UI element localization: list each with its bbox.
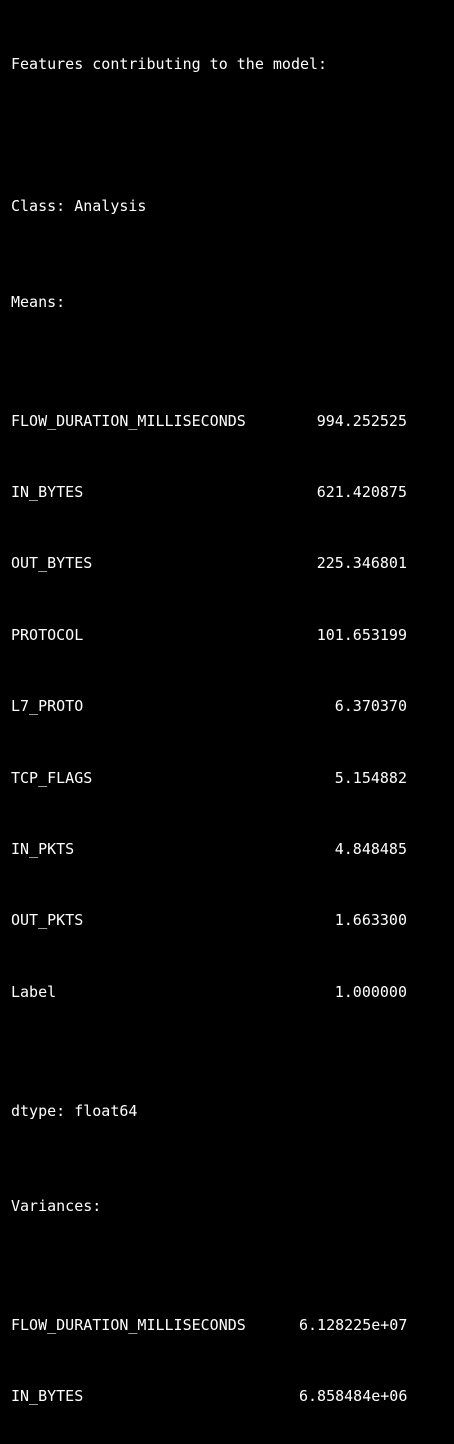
means-table: FLOW_DURATION_MILLISECONDS 994.252525 IN_…: [11, 362, 451, 1052]
table-row: L7_PROTO 6.370370: [11, 695, 451, 719]
table-row: TCP_FLAGS 5.154882: [11, 767, 451, 791]
feature-name: IN_BYTES: [11, 482, 84, 501]
class-line: Class: Analysis: [11, 197, 147, 216]
table-row: Label 1.000000: [11, 981, 451, 1005]
feature-value: 4.848485: [334, 839, 407, 858]
variances-table: FLOW_DURATION_MILLISECONDS 6.128225e+07 I…: [11, 1266, 451, 1444]
feature-value: 1.000000: [334, 982, 407, 1001]
feature-value: 994.252525: [316, 411, 407, 430]
means-dtype: dtype: float64: [11, 1101, 138, 1120]
feature-name: FLOW_DURATION_MILLISECONDS: [11, 411, 246, 430]
feature-value: 5.154882: [334, 768, 407, 787]
feature-name: L7_PROTO: [11, 697, 84, 716]
table-row: IN_BYTES 621.420875: [11, 481, 451, 505]
feature-value: 1.663300: [334, 911, 407, 930]
feature-name: IN_PKTS: [11, 839, 75, 858]
feature-value: 621.420875: [316, 482, 407, 501]
feature-name: OUT_PKTS: [11, 911, 84, 930]
output-header: Features contributing to the model:: [11, 54, 328, 73]
means-title: Means:: [11, 292, 66, 311]
feature-value: 6.128225e+07: [299, 1315, 408, 1334]
table-row: OUT_PKTS 1.663300: [11, 909, 451, 933]
feature-name: FLOW_DURATION_MILLISECONDS: [11, 1315, 246, 1334]
blank-line: [11, 124, 451, 148]
variances-title: Variances:: [11, 1196, 102, 1215]
table-row: IN_BYTES 6.858484e+06: [11, 1385, 451, 1409]
feature-name: Label: [11, 982, 57, 1001]
feature-name: TCP_FLAGS: [11, 768, 93, 787]
feature-value: 225.346801: [316, 554, 407, 573]
console-output: Features contributing to the model: Clas…: [11, 5, 451, 1444]
table-row: PROTOCOL 101.653199: [11, 624, 451, 648]
feature-name: PROTOCOL: [11, 625, 84, 644]
feature-name: OUT_BYTES: [11, 554, 93, 573]
table-row: IN_PKTS 4.848485: [11, 838, 451, 862]
table-row: FLOW_DURATION_MILLISECONDS 994.252525: [11, 410, 451, 434]
feature-value: 101.653199: [316, 625, 407, 644]
feature-name: IN_BYTES: [11, 1387, 84, 1406]
table-row: OUT_BYTES 225.346801: [11, 552, 451, 576]
feature-value: 6.370370: [334, 697, 407, 716]
feature-value: 6.858484e+06: [299, 1387, 408, 1406]
table-row: FLOW_DURATION_MILLISECONDS 6.128225e+07: [11, 1314, 451, 1338]
